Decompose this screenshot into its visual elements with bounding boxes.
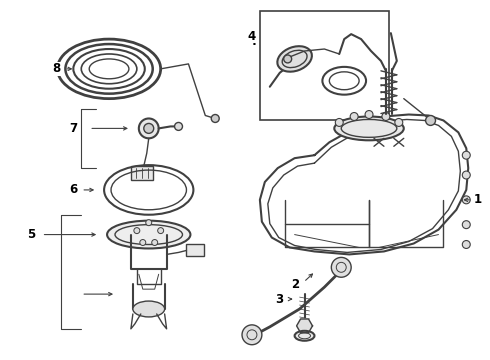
Bar <box>187 244 204 256</box>
Bar <box>131 166 153 180</box>
Text: 5: 5 <box>27 228 36 241</box>
Circle shape <box>139 118 159 138</box>
Ellipse shape <box>133 301 165 317</box>
Text: 1: 1 <box>474 193 482 206</box>
Circle shape <box>462 196 470 204</box>
Circle shape <box>350 113 358 121</box>
Circle shape <box>365 111 373 118</box>
Circle shape <box>462 240 470 248</box>
Circle shape <box>462 221 470 229</box>
Text: 6: 6 <box>69 184 77 197</box>
Ellipse shape <box>107 221 191 248</box>
Text: 7: 7 <box>69 122 77 135</box>
Circle shape <box>146 220 152 226</box>
Circle shape <box>462 171 470 179</box>
Ellipse shape <box>277 46 312 72</box>
Text: 2: 2 <box>292 278 300 291</box>
Circle shape <box>331 257 351 277</box>
Circle shape <box>144 123 154 133</box>
Text: 4: 4 <box>249 35 257 48</box>
Circle shape <box>158 228 164 234</box>
Circle shape <box>140 239 146 246</box>
Circle shape <box>395 118 403 126</box>
Circle shape <box>426 116 436 125</box>
Circle shape <box>382 113 390 121</box>
Circle shape <box>284 55 292 63</box>
Text: 4: 4 <box>248 30 256 42</box>
Circle shape <box>242 325 262 345</box>
Text: 3: 3 <box>276 293 284 306</box>
Polygon shape <box>296 319 313 333</box>
Circle shape <box>152 239 158 246</box>
Ellipse shape <box>294 331 315 341</box>
Circle shape <box>335 118 343 126</box>
Bar <box>260 11 389 121</box>
Circle shape <box>134 228 140 234</box>
Circle shape <box>211 114 219 122</box>
Ellipse shape <box>334 117 404 140</box>
Text: 8: 8 <box>52 62 61 75</box>
Circle shape <box>174 122 182 130</box>
Circle shape <box>462 151 470 159</box>
